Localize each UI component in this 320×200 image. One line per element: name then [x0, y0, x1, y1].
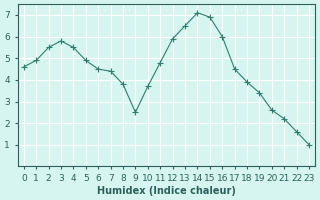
X-axis label: Humidex (Indice chaleur): Humidex (Indice chaleur)	[97, 186, 236, 196]
